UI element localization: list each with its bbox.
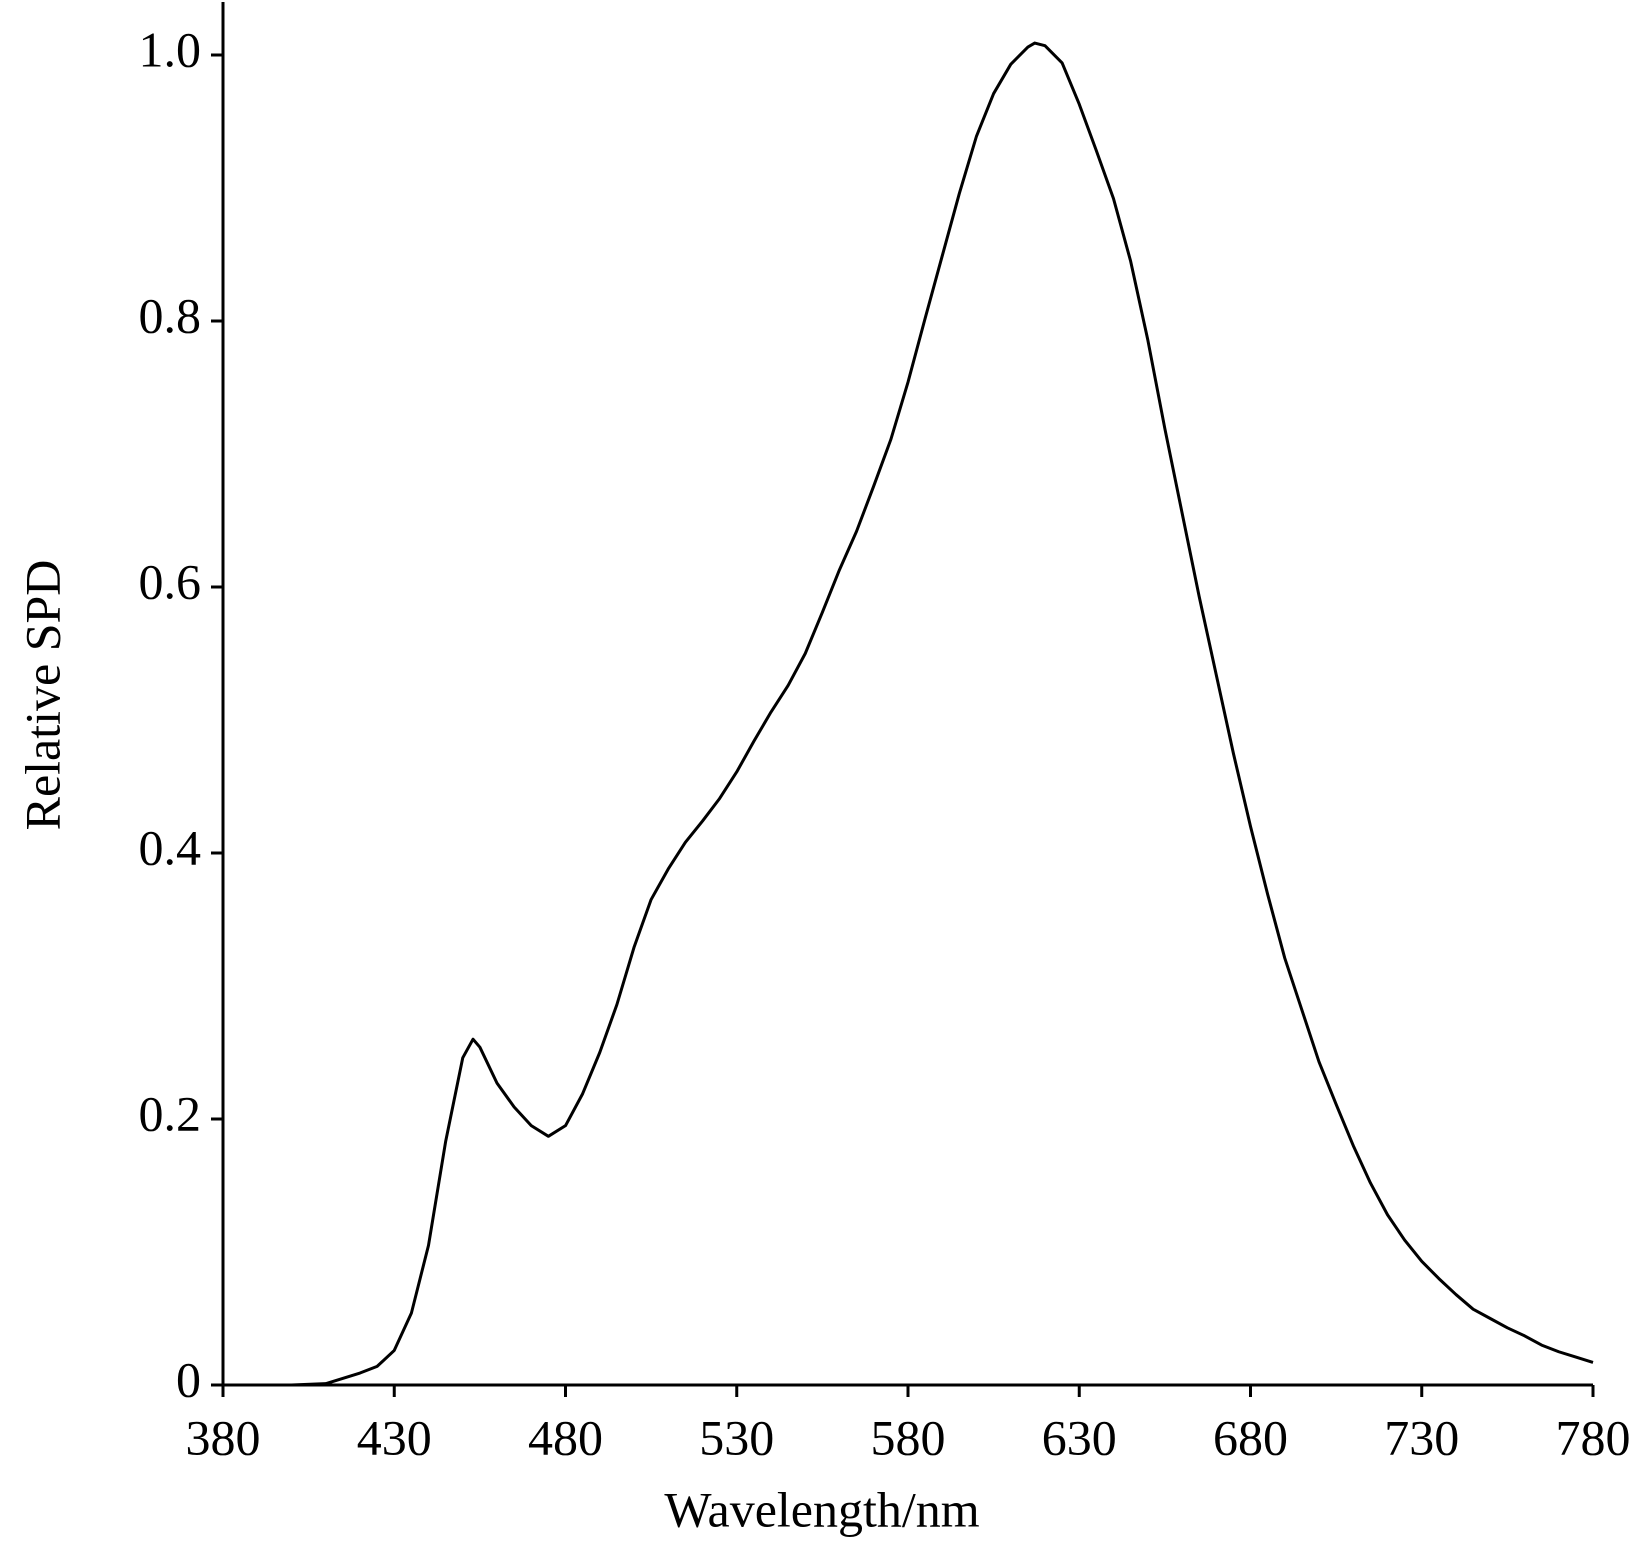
x-tick-label: 680 xyxy=(1213,1409,1288,1465)
x-tick-label: 530 xyxy=(699,1409,774,1465)
y-tick-label: 0.8 xyxy=(139,287,202,343)
spectrum-line xyxy=(223,41,1594,1387)
x-tick-label: 780 xyxy=(1556,1409,1631,1465)
y-axis-label: Relative SPD xyxy=(14,560,70,831)
x-tick-label: 430 xyxy=(357,1409,432,1465)
x-tick-label: 380 xyxy=(186,1409,261,1465)
y-tick-label: 0.2 xyxy=(139,1085,202,1141)
x-axis-label: Wavelength/nm xyxy=(664,1481,979,1537)
y-tick-label: 0 xyxy=(176,1351,201,1407)
y-tick-label: 0.6 xyxy=(139,553,202,609)
x-tick-label: 580 xyxy=(871,1409,946,1465)
x-tick-label: 630 xyxy=(1042,1409,1117,1465)
y-tick-label: 0.4 xyxy=(139,819,202,875)
x-tick-label: 730 xyxy=(1384,1409,1459,1465)
x-tick-label: 480 xyxy=(528,1409,603,1465)
y-tick-label: 1.0 xyxy=(139,21,202,77)
